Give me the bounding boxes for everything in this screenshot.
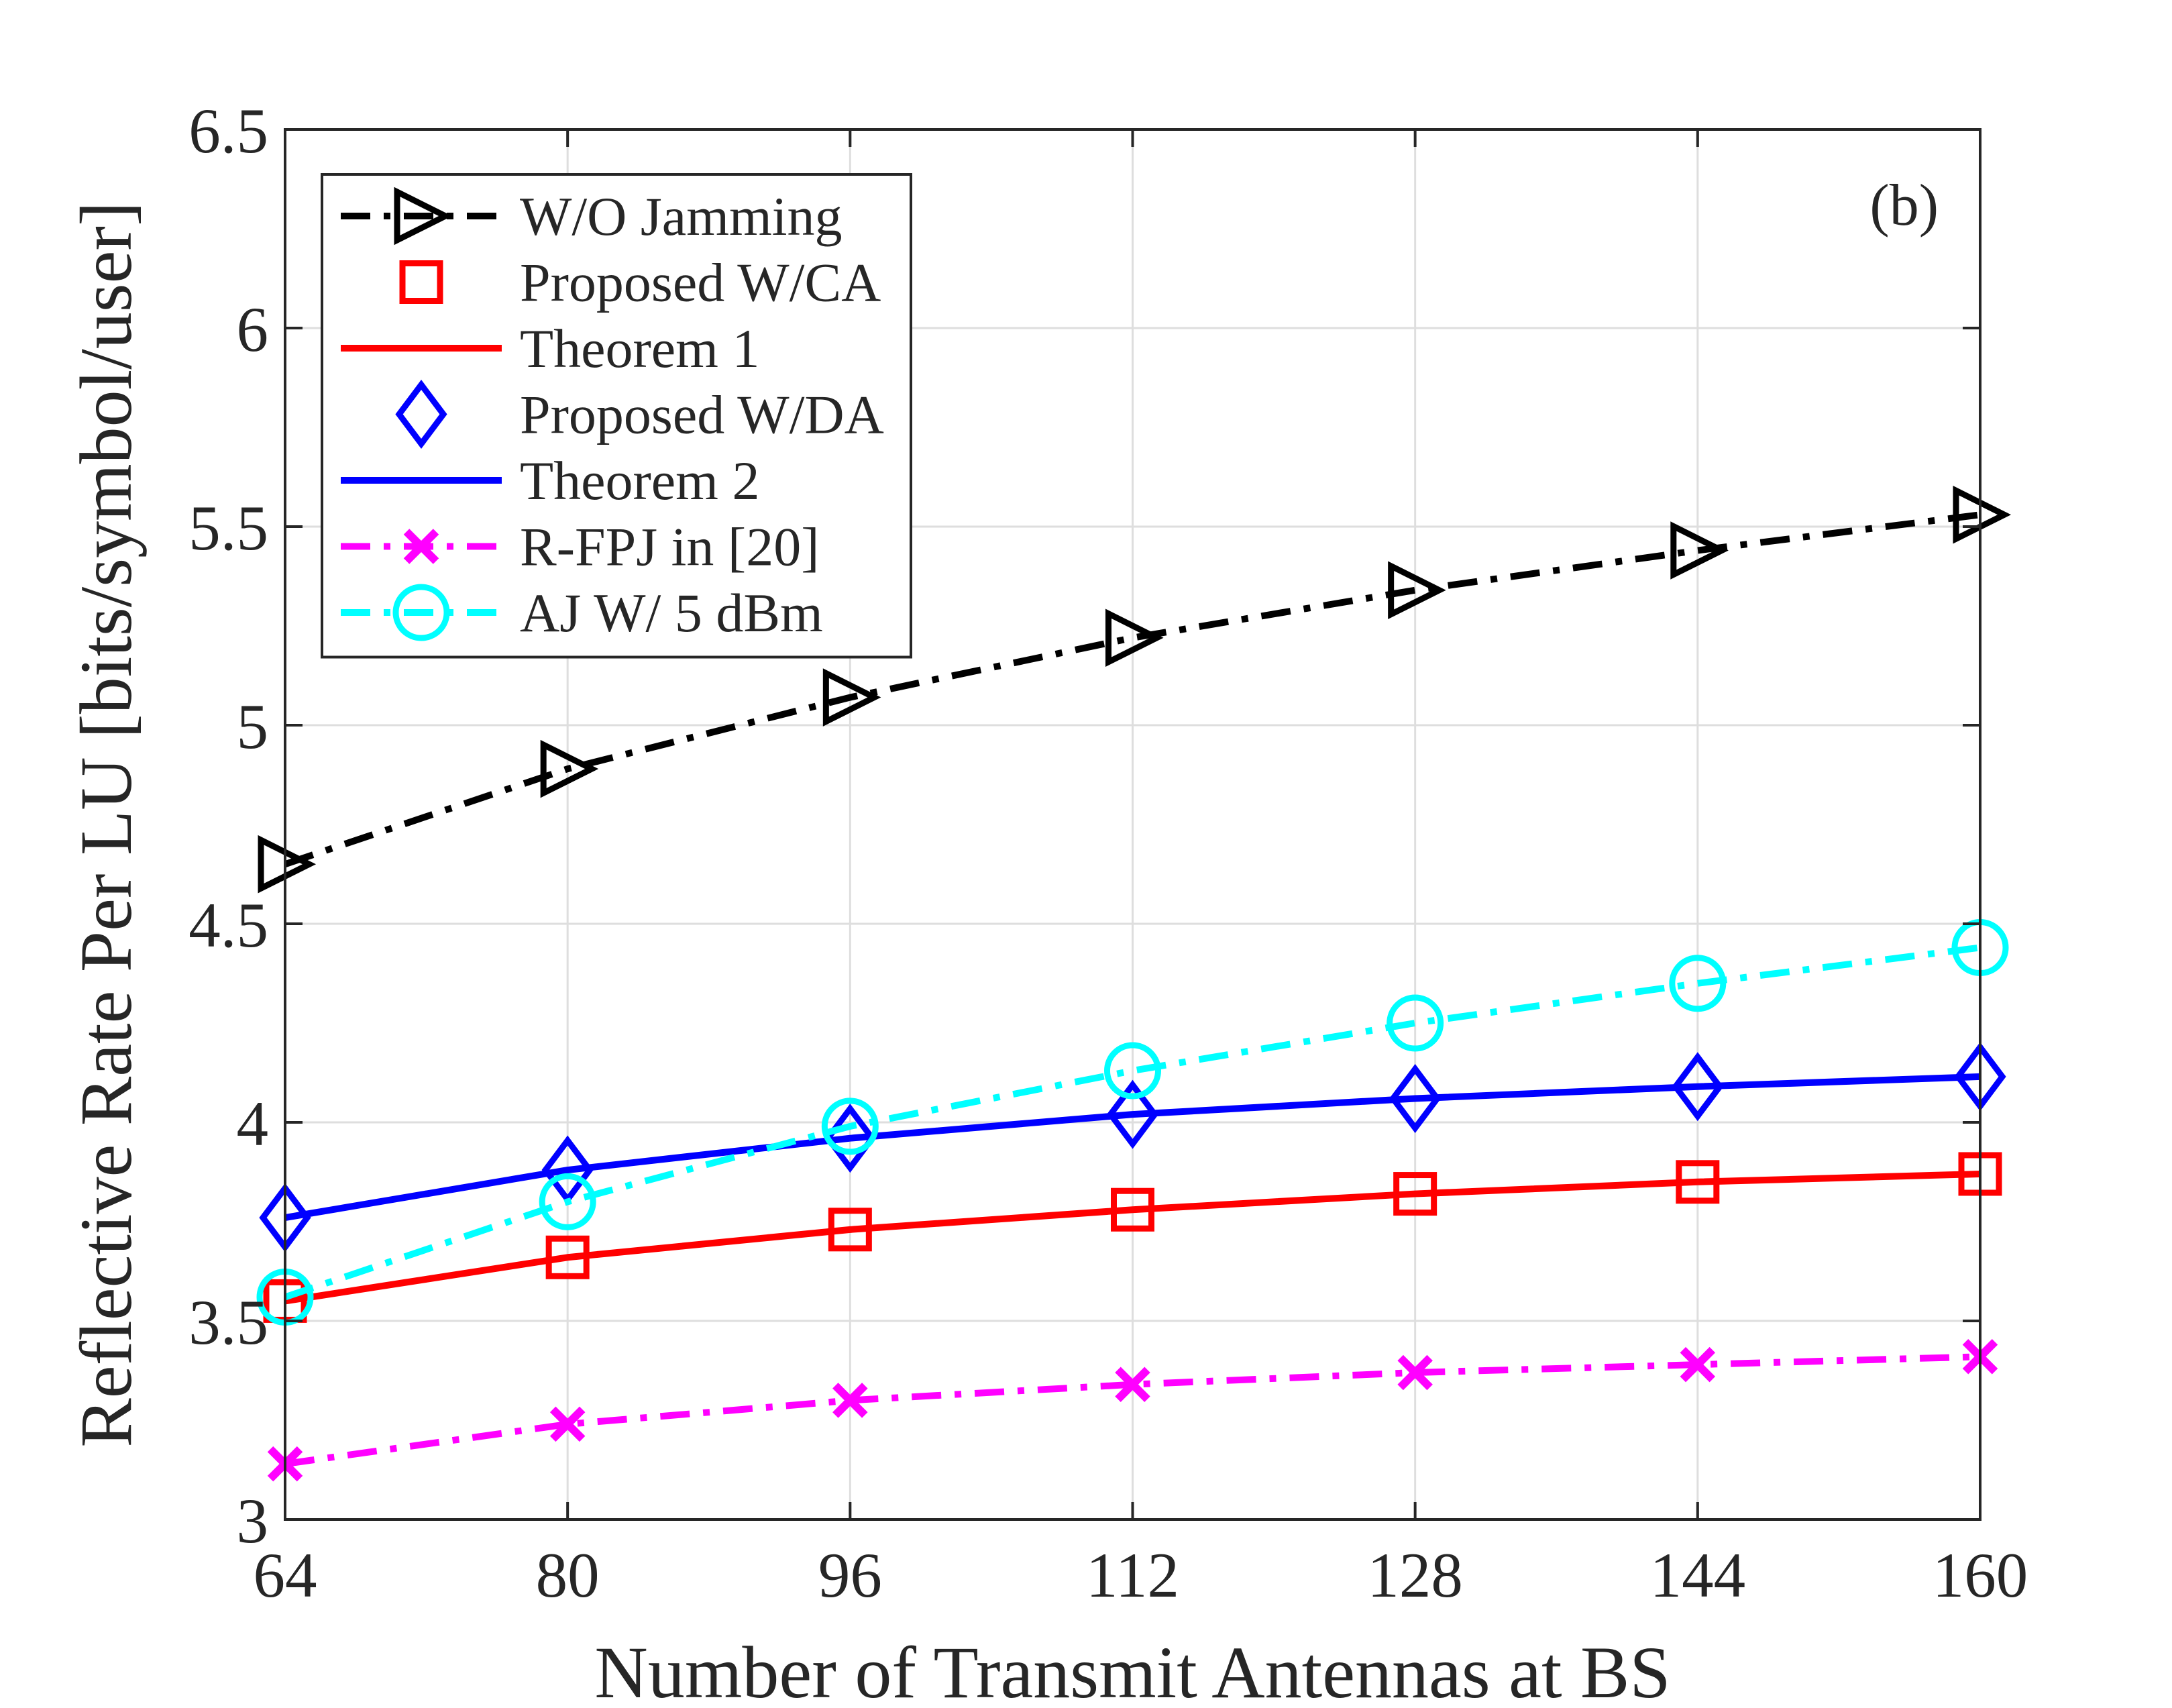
series-line <box>284 1170 1981 1305</box>
circle-marker <box>1669 955 1727 1012</box>
y-tick-label: 6.5 <box>188 95 268 166</box>
y-tick-label: 4 <box>237 1088 269 1159</box>
x-marker <box>549 1406 586 1442</box>
triangle-marker <box>822 668 881 727</box>
legend-label: Theorem 2 <box>520 450 759 511</box>
diamond-marker <box>1672 1052 1724 1122</box>
triangle-marker <box>1388 561 1446 620</box>
legend-box <box>321 173 912 659</box>
legend-entry: Proposed W/CA <box>399 252 881 313</box>
legend-label: Proposed W/DA <box>520 384 884 445</box>
x-marker <box>832 1383 868 1418</box>
legend-entry: W/O Jamming <box>341 186 843 247</box>
x-tick-label: 64 <box>254 1540 317 1611</box>
circle-marker <box>1387 994 1444 1052</box>
circle-marker <box>539 1173 596 1230</box>
legend-entry: AJ W/ 5 dBm <box>341 582 823 643</box>
x-marker <box>1680 1346 1716 1383</box>
x-marker <box>403 529 439 564</box>
x-marker <box>1115 1367 1150 1402</box>
circle-marker <box>821 1098 879 1155</box>
legend-entry: R-FPJ in [20] <box>341 517 820 578</box>
triangle-marker <box>394 186 453 246</box>
y-tick-label: 3 <box>237 1485 269 1556</box>
series-line <box>284 944 1981 1301</box>
legend-label: W/O Jamming <box>520 186 843 247</box>
y-tick-label: 5 <box>237 691 269 762</box>
triangle-marker <box>540 739 599 798</box>
diamond-marker <box>1389 1063 1442 1133</box>
x-tick-label: 144 <box>1650 1540 1746 1611</box>
x-tick-label: 160 <box>1933 1540 2028 1611</box>
legend-entry: Theorem 2 <box>341 450 759 511</box>
series-theorem-2 <box>284 1073 1981 1222</box>
circle-marker <box>1104 1042 1161 1100</box>
x-tick-label: 128 <box>1367 1540 1463 1611</box>
series-line <box>284 511 1981 867</box>
legend-entry: Theorem 1 <box>341 318 759 379</box>
axis-ticks: 64 80 96 112 128 144 160 3 3.5 4 4.5 5 5.5 6 6.5 <box>188 95 2028 1611</box>
legend-label: Proposed W/CA <box>520 252 881 313</box>
series-line <box>284 1073 1981 1222</box>
y-tick-label: 5.5 <box>188 492 268 564</box>
triangle-marker <box>1670 521 1729 580</box>
y-tick-label: 6 <box>237 294 269 365</box>
x-axis-label: Number of Transmit Antennas at BS <box>594 1632 1670 1708</box>
legend-label: Theorem 1 <box>520 318 759 379</box>
circle-marker <box>392 584 450 641</box>
diamond-marker <box>395 380 447 449</box>
panel-label: (b) <box>1869 173 1939 238</box>
y-tick-label: 3.5 <box>188 1287 268 1358</box>
x-tick-label: 96 <box>818 1540 882 1611</box>
x-tick-label: 112 <box>1086 1540 1179 1611</box>
square-marker <box>399 260 443 304</box>
diamond-marker <box>1106 1079 1159 1149</box>
triangle-marker <box>1105 608 1164 668</box>
x-tick-label: 80 <box>536 1540 600 1611</box>
y-axis-label: Reflective Rate Per LU [bits/symbol/user… <box>65 201 147 1447</box>
y-tick-label: 4.5 <box>188 890 268 961</box>
x-marker <box>1397 1354 1433 1391</box>
legend-entry: Proposed W/DA <box>395 380 884 449</box>
series-theorem-1 <box>284 1170 1981 1305</box>
legend-label: R-FPJ in [20] <box>520 517 820 578</box>
legend-label: AJ W/ 5 dBm <box>520 582 823 643</box>
